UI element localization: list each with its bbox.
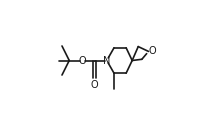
Text: O: O bbox=[148, 46, 156, 56]
Text: O: O bbox=[79, 56, 86, 65]
Text: N: N bbox=[103, 56, 111, 65]
Text: O: O bbox=[91, 80, 99, 90]
